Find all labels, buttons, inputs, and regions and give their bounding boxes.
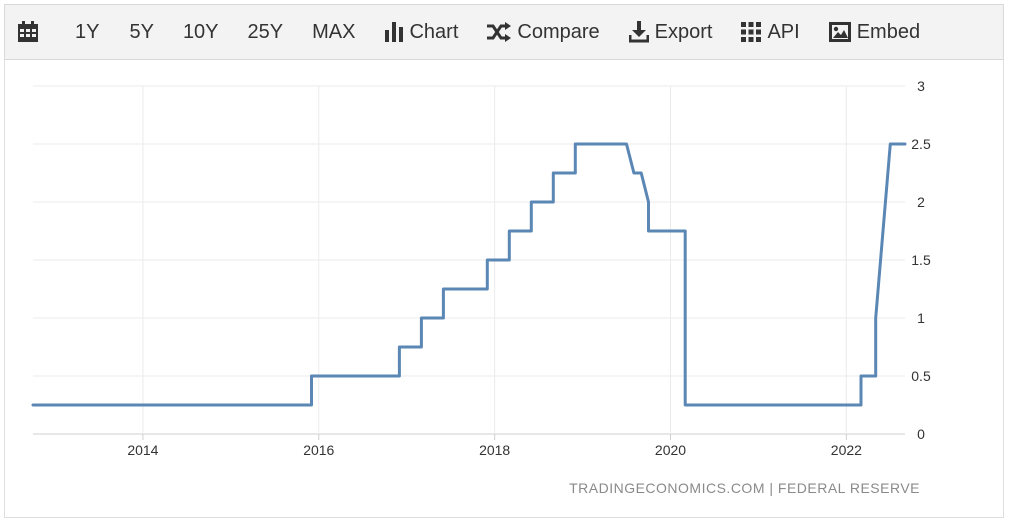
image-icon <box>828 22 851 42</box>
y-tick-label: 0.5 <box>911 368 931 384</box>
compare-label: Compare <box>517 20 600 43</box>
range-25y-label: 25Y <box>247 20 284 43</box>
range-25y-button[interactable]: 25Y <box>248 5 284 59</box>
shuffle-icon <box>487 22 512 42</box>
range-5y-label: 5Y <box>129 20 154 43</box>
export-button[interactable]: Export <box>628 5 713 59</box>
x-tick-label: 2020 <box>655 442 686 458</box>
x-tick-label: 2022 <box>831 442 862 458</box>
y-tick-label: 1 <box>917 310 925 326</box>
api-button[interactable]: API <box>741 5 800 59</box>
range-1y-label: 1Y <box>75 20 100 43</box>
compare-button[interactable]: Compare <box>487 5 600 59</box>
range-max-button[interactable]: MAX <box>312 5 355 59</box>
calendar-icon <box>17 21 39 43</box>
download-icon <box>628 21 649 43</box>
x-tick-label: 2016 <box>303 442 334 458</box>
bar-chart-icon <box>385 22 404 42</box>
y-tick-label: 3 <box>917 78 925 94</box>
x-tick-label: 2018 <box>479 442 510 458</box>
range-5y-button[interactable]: 5Y <box>129 5 153 59</box>
range-10y-label: 10Y <box>182 20 219 43</box>
y-tick-label: 2 <box>917 194 925 210</box>
source-credit: TRADINGECONOMICS.COM | FEDERAL RESERVE <box>569 480 920 496</box>
grid-icon <box>741 22 762 42</box>
y-tick-label: 0 <box>917 426 925 442</box>
chart-button[interactable]: Chart <box>385 5 458 59</box>
export-label: Export <box>654 20 713 43</box>
embed-button[interactable]: Embed <box>828 5 921 59</box>
chart-label: Chart <box>409 20 459 43</box>
toolbar: 1Y 5Y 10Y 25Y MAX Chart Compare <box>4 4 1004 60</box>
calendar-button[interactable] <box>17 5 45 59</box>
y-tick-label: 2.5 <box>911 136 931 152</box>
range-max-label: MAX <box>312 20 356 43</box>
range-1y-button[interactable]: 1Y <box>75 5 99 59</box>
series-line <box>31 142 907 407</box>
embed-label: Embed <box>856 20 921 43</box>
range-10y-button[interactable]: 10Y <box>183 5 219 59</box>
y-tick-label: 1.5 <box>911 252 931 268</box>
api-label: API <box>767 20 800 43</box>
x-tick-label: 2014 <box>127 442 158 458</box>
